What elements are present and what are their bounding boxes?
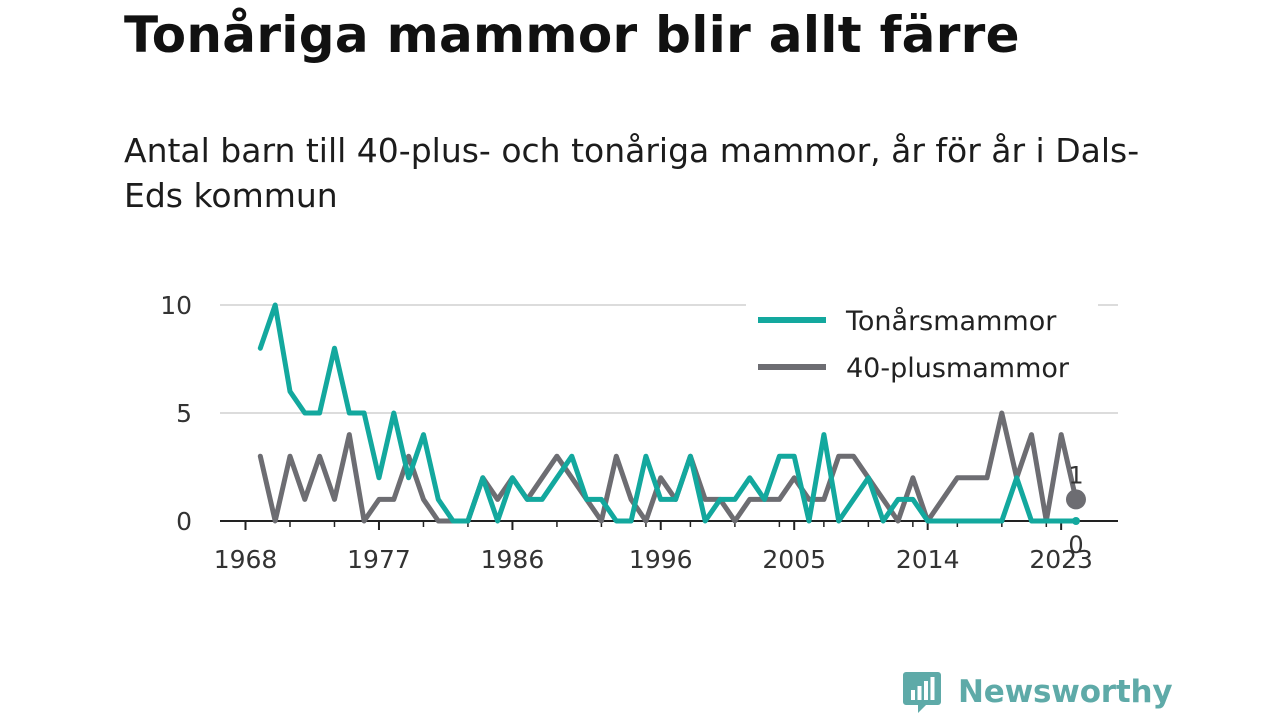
x-tick-label: 2005 (762, 545, 826, 574)
series-lines (257, 302, 1086, 525)
legend: Tonårsmammor 40-plusmammor (746, 298, 1098, 390)
series-line-tonarsmammor (257, 302, 1079, 524)
end-label-tonarsmammor: 0 (1068, 531, 1083, 559)
chart-subtitle: Antal barn till 40-plus- och tonåriga ma… (124, 131, 1140, 215)
brand-name: Newsworthy (958, 674, 1173, 710)
x-tick-label: 2014 (896, 545, 960, 574)
y-tick-label: 5 (176, 399, 192, 428)
y-tick-label: 10 (160, 291, 192, 320)
chart-title: Tonåriga mammor blir allt färre (124, 6, 1020, 64)
y-tick-label: 0 (176, 507, 192, 536)
newsworthy-logo: Newsworthy (902, 670, 1173, 714)
legend-label: 40-plusmammor (846, 353, 1070, 384)
legend-label: Tonårsmammor (845, 306, 1057, 337)
newsworthy-icon (903, 672, 941, 713)
end-point-40-plusmammor (1065, 489, 1086, 510)
x-tick-label: 1986 (481, 545, 545, 574)
x-tick-label: 2023 (1029, 545, 1093, 574)
x-tick-label: 1996 (629, 545, 693, 574)
end-point-tonarsmammor (1071, 517, 1080, 525)
x-tick-label: 1968 (214, 545, 278, 574)
legend-box (746, 298, 1098, 390)
x-tick-label: 1977 (347, 545, 411, 574)
series-line-40-plusmammor (257, 410, 1079, 524)
end-label-40-plusmammor: 1 (1068, 461, 1083, 489)
